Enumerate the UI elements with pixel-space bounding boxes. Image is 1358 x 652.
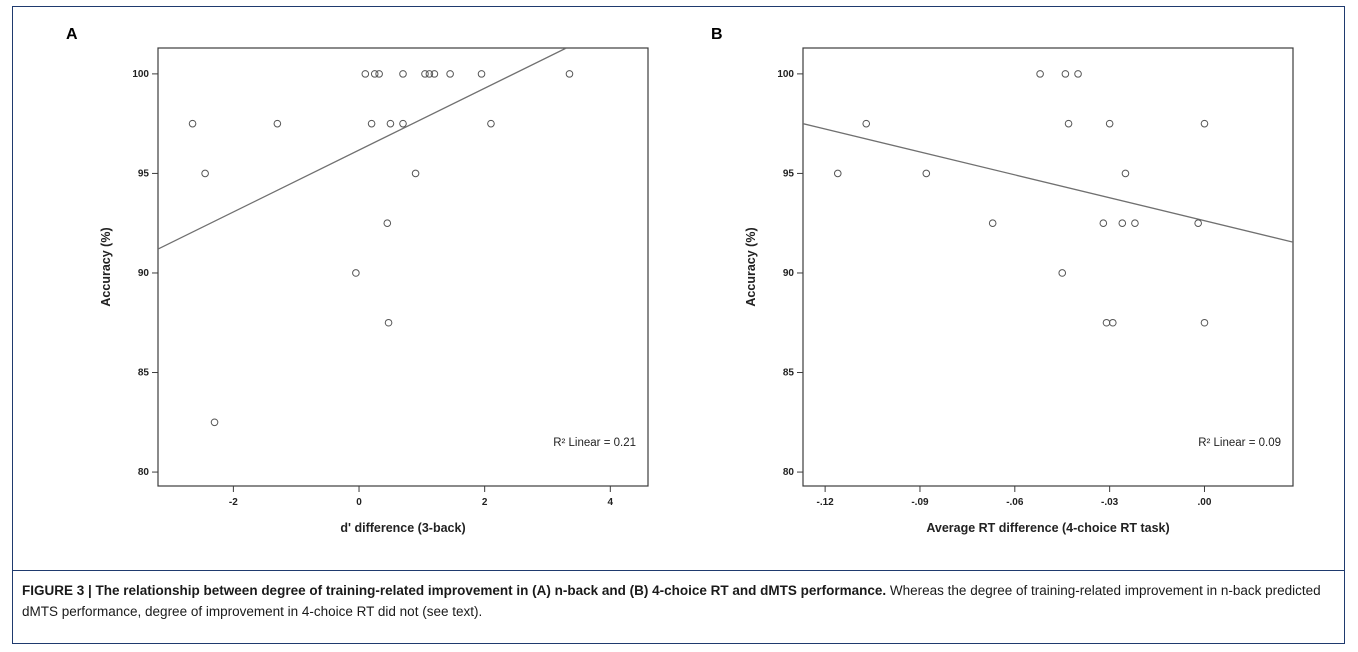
- regression-line: [803, 123, 1293, 243]
- data-point: [1200, 119, 1209, 128]
- data-point: [399, 119, 407, 128]
- data-point: [201, 169, 209, 178]
- data-point: [386, 119, 395, 128]
- x-tick-label: 2: [482, 497, 488, 508]
- data-point: [425, 70, 434, 78]
- y-tick-label: 95: [783, 168, 795, 179]
- data-point: [421, 70, 429, 78]
- data-point: [1131, 219, 1139, 227]
- x-tick-label: 0: [356, 497, 362, 508]
- data-point: [1061, 70, 1070, 78]
- data-point: [1036, 70, 1044, 78]
- figure-caption: FIGURE 3 | The relationship between degr…: [22, 580, 1332, 622]
- plot-area: [802, 47, 1294, 487]
- data-point: [487, 119, 495, 128]
- panel-label-a: A: [66, 26, 78, 43]
- x-axis-label: Average RT difference (4-choice RT task): [926, 521, 1169, 535]
- data-point: [1102, 318, 1111, 327]
- y-tick-label: 85: [783, 368, 795, 379]
- data-point: [361, 70, 370, 78]
- data-point: [273, 119, 282, 128]
- r-squared-annotation: R² Linear = 0.21: [553, 437, 636, 449]
- data-point: [1194, 219, 1202, 227]
- y-axis-label: Accuracy (%): [744, 227, 758, 306]
- x-tick-label: .00: [1198, 497, 1212, 508]
- scatter-chart-b: 80 85 90 95 100 -.12 -.09 -.06 -.03 .00 Average RT…: [744, 47, 1294, 535]
- y-tick-label: 80: [783, 467, 795, 478]
- data-point: [1121, 169, 1130, 178]
- plot-area: [157, 47, 649, 487]
- data-point: [446, 70, 454, 78]
- y-axis-label: Accuracy (%): [99, 227, 113, 306]
- data-point: [1074, 70, 1082, 78]
- data-point: [833, 169, 842, 178]
- x-tick-label: -2: [229, 497, 238, 508]
- data-point: [384, 318, 393, 327]
- y-tick-label: 100: [777, 69, 794, 80]
- caption-title: FIGURE 3 | The relationship between degr…: [22, 583, 887, 598]
- data-point: [383, 219, 392, 227]
- data-point: [1105, 119, 1114, 128]
- x-tick-label: -.09: [911, 497, 929, 508]
- data-point: [430, 70, 439, 78]
- y-tick-label: 80: [138, 467, 150, 478]
- data-point: [922, 169, 931, 178]
- data-point: [1099, 219, 1108, 227]
- data-point: [1064, 119, 1073, 128]
- data-point: [375, 70, 383, 78]
- data-point: [210, 418, 219, 427]
- panel-label-b: B: [711, 26, 723, 43]
- data-point: [988, 219, 997, 227]
- caption-body: Whereas the degree of training-related i…: [22, 583, 1321, 619]
- caption-divider: [12, 570, 1345, 571]
- y-tick-label: 85: [138, 368, 150, 379]
- data-point: [477, 70, 486, 78]
- r-squared-annotation: R² Linear = 0.09: [1198, 437, 1281, 449]
- data-point: [1118, 219, 1127, 227]
- figure-frame: [12, 6, 1345, 644]
- data-point: [1058, 269, 1067, 277]
- data-point: [1109, 318, 1117, 327]
- data-point: [862, 119, 871, 128]
- data-point: [370, 70, 379, 78]
- data-point: [565, 70, 574, 78]
- x-tick-label: -.06: [1006, 497, 1024, 508]
- data-point: [367, 119, 376, 128]
- data-point: [411, 169, 420, 178]
- data-point: [1200, 318, 1209, 327]
- x-tick-label: 4: [608, 497, 614, 508]
- y-tick-label: 100: [132, 69, 149, 80]
- x-tick-label: -.03: [1101, 497, 1119, 508]
- regression-line: [158, 48, 567, 250]
- x-tick-label: -.12: [817, 497, 835, 508]
- data-point: [188, 119, 197, 128]
- y-tick-label: 95: [138, 168, 150, 179]
- data-point: [352, 269, 360, 277]
- x-axis-label: d' difference (3-back): [340, 521, 465, 535]
- y-tick-label: 90: [138, 268, 150, 279]
- scatter-chart-a: 80 85 90 95 100 -2 0 2 4 d' difference (3-back) Ac…: [99, 47, 649, 535]
- y-tick-label: 90: [783, 268, 795, 279]
- data-point: [399, 70, 407, 78]
